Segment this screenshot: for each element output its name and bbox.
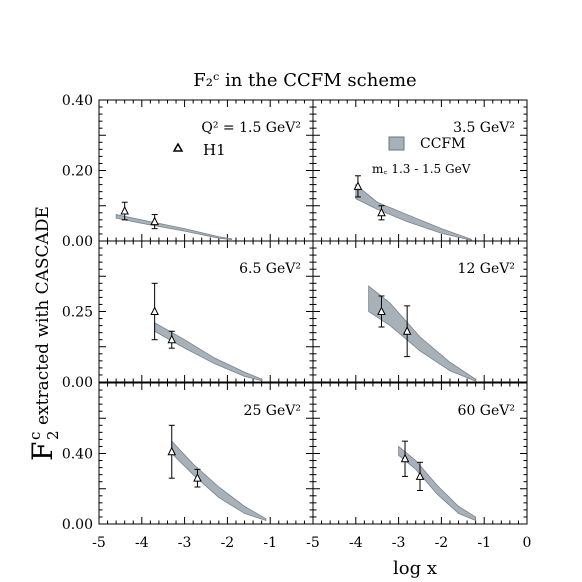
y-axis-label-rest: extracted with CASCADE — [33, 206, 53, 425]
ccfm-band — [115, 214, 233, 241]
data-point — [193, 473, 202, 482]
x-tick-label: -5 — [92, 535, 106, 551]
data-point — [150, 216, 159, 226]
panel-label: 25 GeV² — [244, 403, 301, 419]
x-tick-label: -1 — [477, 535, 491, 551]
y-tick-label: 0.40 — [62, 93, 93, 109]
x-tick-label: -1 — [263, 535, 277, 551]
panel-label: 60 GeV² — [458, 403, 515, 419]
panel-label: 12 GeV² — [458, 261, 515, 277]
ccfm-band — [368, 285, 477, 382]
legend: H1 CCFM m꜀ 1.3 - 1.5 GeV — [172, 136, 471, 176]
data-point — [377, 207, 386, 217]
panel-label: 6.5 GeV² — [239, 261, 301, 277]
x-tick-label: -5 — [306, 535, 320, 551]
data-point — [353, 181, 363, 190]
y-tick-label: 0.00 — [62, 517, 93, 533]
x-tick-label: -4 — [135, 535, 149, 551]
panel-label: Q² = 1.5 GeV² — [201, 120, 301, 136]
panel-6: -5 -4 -3 -2 -1 0 60 GeV² — [306, 382, 532, 551]
y-tick-label: 0.00 — [62, 234, 93, 250]
panel-1: 0.00 0.20 0.40 Q² = 1.5 GeV² — [62, 93, 314, 250]
data-point — [415, 471, 425, 480]
y-tick-label: 0.25 — [62, 305, 93, 321]
panel-2: 3.5 GeV² — [312, 99, 528, 242]
y-tick-label: 0.40 — [62, 447, 93, 463]
ccfm-band — [171, 440, 267, 522]
legend-ccfm-swatch — [388, 136, 405, 151]
x-tick-label: -2 — [221, 535, 235, 551]
chart-title: F₂ᶜ in the CCFM scheme — [193, 70, 416, 91]
data-point — [167, 446, 177, 456]
panels: 0.00 0.20 0.40 Q² = 1.5 GeV² 3.5 GeV² 0.00 0.2… — [62, 93, 532, 551]
data-point — [150, 306, 159, 315]
panel-5: 0.00 0.40 -5 -4 -3 -2 -1 25 GeV² — [62, 382, 314, 551]
y-axis-label: F 2 c extracted with CASCADE — [26, 206, 62, 461]
y-axis-label-sub: 2 — [44, 430, 62, 440]
legend-ccfm-label: CCFM — [420, 136, 465, 152]
data-point — [402, 326, 412, 335]
x-tick-label: -4 — [349, 535, 363, 551]
legend-h1-marker — [172, 142, 184, 152]
y-tick-label: 0.00 — [62, 375, 93, 391]
data-point — [120, 205, 129, 215]
panel-label: 3.5 GeV² — [453, 120, 515, 136]
panel-4: 12 GeV² — [312, 240, 528, 383]
ccfm-band — [398, 445, 477, 522]
y-tick-label: 0.20 — [62, 164, 93, 180]
data-point — [377, 306, 386, 315]
data-point — [400, 453, 410, 463]
x-tick-label: -3 — [392, 535, 406, 551]
legend-mass-label: m꜀ 1.3 - 1.5 GeV — [372, 162, 471, 176]
panel-3: 0.00 0.25 6.5 GeV² — [62, 240, 314, 391]
x-axis-label: log x — [393, 558, 437, 579]
y-axis-label-main: F — [26, 442, 59, 461]
x-tick-label: 0 — [523, 535, 532, 551]
ccfm-band — [355, 183, 472, 241]
y-axis-label-sup: c — [26, 432, 44, 440]
x-tick-label: -2 — [435, 535, 449, 551]
data-point — [167, 334, 177, 344]
legend-h1-label: H1 — [203, 141, 226, 159]
x-tick-label: -3 — [178, 535, 192, 551]
